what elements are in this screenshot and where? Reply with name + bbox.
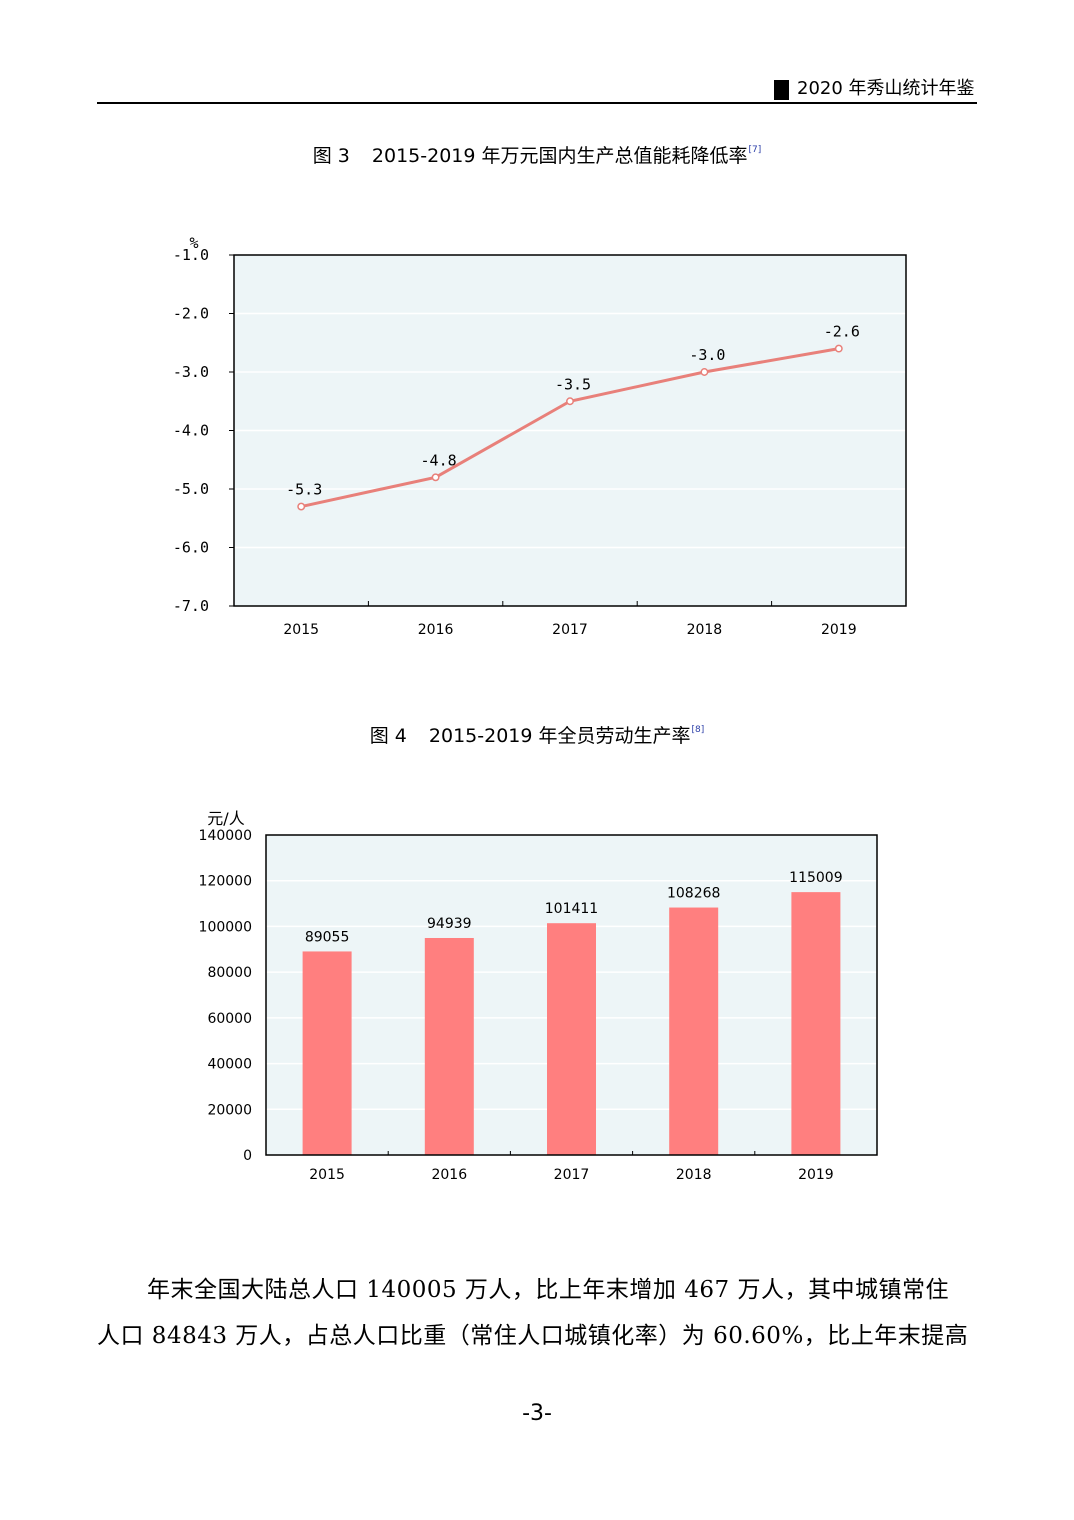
x-tick-label: 2015 [309, 1167, 345, 1183]
y-tick-label: -2.0 [173, 305, 209, 323]
data-label: -5.3 [286, 481, 322, 499]
paragraph-line-2: 人口 84843 万人，占总人口比重（常住人口城镇化率）为 60.60%，比上年… [97, 1323, 969, 1349]
figure-3-label: 图 3 [312, 145, 350, 167]
labor-productivity-bar-chart: 0 20000 40000 60000 80000 100000 120000 140000元… [199, 809, 878, 1183]
data-label: -3.0 [689, 346, 725, 364]
data-point [700, 368, 709, 376]
bar [302, 951, 352, 1155]
x-tick-label: 2019 [798, 1167, 834, 1183]
data-label: 115009 [789, 870, 842, 886]
x-tick-label: 2017 [554, 1167, 590, 1183]
x-tick-label: 2017 [552, 622, 588, 638]
header-rule [97, 102, 977, 104]
figure-4-note-ref: [8] [691, 725, 705, 735]
figure-4-caption: 图 4 2015-2019 年全员劳动生产率[8] [0, 718, 1074, 748]
y-axis-unit: % [189, 234, 198, 252]
figure-3-caption: 图 3 2015-2019 年万元国内生产总值能耗降低率[7] [0, 138, 1074, 168]
x-tick-label: 2016 [418, 622, 454, 638]
data-label: -4.8 [421, 451, 457, 469]
figure-4-label: 图 4 [369, 725, 407, 747]
paragraph-line-1: 年末全国大陆总人口 140005 万人，比上年末增加 467 万人，其中城镇常住 [147, 1277, 949, 1303]
y-tick-label: -1.0 [173, 246, 209, 264]
y-tick-label: 140000 [199, 828, 252, 844]
y-tick-label: 120000 [199, 874, 252, 890]
bar [424, 937, 474, 1155]
x-tick-label: 2015 [283, 622, 319, 638]
y-tick-label: 80000 [207, 965, 252, 981]
y-tick-label: -6.0 [173, 539, 209, 557]
body-paragraph: 年末全国大陆总人口 140005 万人，比上年末增加 467 万人，其中城镇常住… [97, 1267, 977, 1359]
y-tick-label: 100000 [199, 919, 252, 935]
plot-border [233, 254, 907, 607]
y-axis-unit: 元/人 [207, 809, 244, 828]
y-tick-label: -3.0 [173, 363, 209, 381]
data-label: 108268 [667, 886, 720, 902]
x-tick-label: 2016 [431, 1167, 467, 1183]
x-tick-label: 2018 [687, 622, 723, 638]
bar [547, 923, 596, 1155]
data-label: 94939 [427, 916, 472, 932]
data-label: 101411 [545, 901, 598, 917]
figure-3-note-ref: [7] [748, 145, 762, 155]
data-point [297, 502, 306, 511]
y-tick-label: 60000 [207, 1011, 252, 1027]
y-tick-label: 20000 [207, 1102, 252, 1118]
bar [669, 907, 719, 1155]
running-header: 2020 年秀山统计年鉴 [797, 78, 975, 99]
plot-border [265, 834, 878, 1156]
data-label: 89055 [305, 929, 350, 945]
y-tick-label: 0 [243, 1148, 252, 1164]
data-label: -2.6 [824, 323, 860, 341]
x-tick-label: 2018 [676, 1167, 712, 1183]
data-label: -3.5 [555, 375, 591, 393]
y-tick-label: -5.0 [173, 480, 209, 498]
y-tick-label: 40000 [207, 1057, 252, 1073]
figure-4-title: 2015-2019 年全员劳动生产率 [428, 725, 691, 747]
data-point [431, 473, 440, 482]
x-tick-label: 2019 [821, 622, 857, 638]
data-point [566, 397, 574, 406]
y-tick-label: -4.0 [173, 422, 209, 440]
data-point [834, 344, 843, 353]
figure-3-title: 2015-2019 年万元国内生产总值能耗降低率 [371, 145, 748, 167]
header-marker [774, 80, 789, 100]
bar [791, 892, 841, 1155]
page-number: -3- [522, 1401, 552, 1426]
y-tick-label: -7.0 [173, 597, 209, 615]
energy-reduction-line-chart: -1.0 -2.0 -3.0 -4.0 -5.0 -6.0 -7.0% -5.3 -4.8 -3.… [173, 234, 907, 638]
